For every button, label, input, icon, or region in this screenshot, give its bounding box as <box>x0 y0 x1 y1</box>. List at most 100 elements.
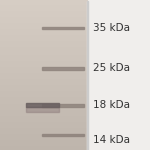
Bar <box>0 123 87 124</box>
Bar <box>0 51 87 52</box>
Bar <box>0 132 87 134</box>
Bar <box>0 87 87 88</box>
Bar <box>0 145 87 147</box>
Bar <box>0 99 87 100</box>
Bar <box>0 141 87 142</box>
Bar <box>0 103 87 105</box>
Bar <box>0 111 87 112</box>
Bar <box>26 103 58 107</box>
Bar <box>0 96 87 98</box>
Bar <box>0 108 87 109</box>
Bar <box>0 102 87 103</box>
Bar <box>0 78 87 80</box>
Bar <box>0 93 87 94</box>
Bar <box>0 129 87 130</box>
Bar <box>0 31 87 33</box>
Bar <box>0 90 87 92</box>
Bar <box>0 118 87 120</box>
Bar <box>0 49 87 51</box>
Bar <box>0 48 87 49</box>
Bar <box>0 94 87 96</box>
Bar <box>0 10 87 12</box>
Bar <box>0 19 87 21</box>
Bar <box>26 107 58 112</box>
Bar <box>42 67 84 70</box>
Bar <box>0 142 87 144</box>
Bar <box>0 60 87 61</box>
Bar <box>0 120 87 122</box>
Bar <box>0 58 87 60</box>
Bar <box>0 57 87 59</box>
Bar <box>0 82 87 84</box>
Bar <box>0 69 87 70</box>
Bar <box>0 127 87 129</box>
Bar <box>0 64 87 66</box>
Bar <box>0 45 87 46</box>
Bar <box>0 67 87 69</box>
Bar <box>0 124 87 126</box>
Bar <box>0 22 87 24</box>
Bar <box>0 0 87 1</box>
Bar <box>0 30 87 31</box>
Bar <box>0 72 87 74</box>
Bar <box>0 133 87 135</box>
Bar <box>0 88 87 90</box>
Bar <box>0 39 87 40</box>
Bar <box>0 42 87 43</box>
Bar <box>0 4 87 6</box>
Bar <box>0 66 87 68</box>
Bar <box>0 79 87 81</box>
Bar <box>0 121 87 123</box>
Bar <box>0 43 87 45</box>
Bar <box>0 28 87 30</box>
Bar <box>0 36 87 37</box>
Bar <box>0 139 87 141</box>
Bar <box>0 136 87 138</box>
Bar <box>0 15 87 16</box>
Bar <box>0 12 87 13</box>
Text: 18 kDa: 18 kDa <box>93 100 130 110</box>
Bar <box>0 33 87 34</box>
Bar <box>0 148 87 150</box>
Bar <box>0 27 87 28</box>
Bar <box>0 75 87 76</box>
Bar <box>0 54 87 56</box>
Bar <box>0 76 87 78</box>
Bar <box>0 81 87 82</box>
Bar <box>0 115 87 117</box>
Bar <box>0 13 87 15</box>
Bar <box>0 24 87 25</box>
Bar <box>0 3 87 4</box>
Bar <box>42 104 84 107</box>
Bar <box>0 147 87 148</box>
Bar <box>0 114 87 116</box>
Bar <box>0 1 87 3</box>
Bar <box>0 105 87 106</box>
Bar <box>0 73 87 75</box>
Bar <box>0 85 87 87</box>
Bar <box>0 18 87 19</box>
Text: 25 kDa: 25 kDa <box>93 63 130 73</box>
Bar <box>0 109 87 111</box>
Bar <box>0 37 87 39</box>
Bar <box>0 52 87 54</box>
Bar <box>42 27 84 29</box>
Bar <box>0 91 87 93</box>
Bar <box>42 134 84 136</box>
Bar <box>0 138 87 140</box>
Bar <box>0 100 87 102</box>
Bar <box>0 126 87 127</box>
Bar <box>0 63 87 64</box>
Bar <box>87 1 88 150</box>
Bar <box>0 144 87 146</box>
Bar <box>0 106 87 108</box>
Text: 35 kDa: 35 kDa <box>93 23 130 33</box>
Bar <box>0 130 87 132</box>
Bar <box>0 6 87 7</box>
Bar <box>0 34 87 36</box>
Text: 14 kDa: 14 kDa <box>93 135 130 145</box>
Bar <box>0 70 87 72</box>
Bar <box>0 16 87 18</box>
Bar <box>0 46 87 48</box>
Bar <box>0 112 87 114</box>
